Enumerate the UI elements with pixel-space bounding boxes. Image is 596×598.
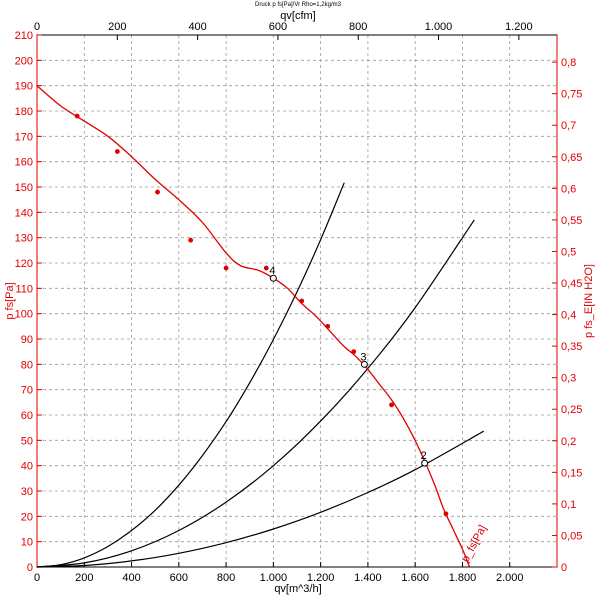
y-left-tick-label: 0 [27,562,33,574]
x-axis-bottom-title: qv[m^3/h] [274,583,321,595]
x-top-tick-label: 800 [349,21,367,33]
y-left-tick-label: 20 [21,511,33,523]
x-bottom-tick-label: 0 [34,572,40,584]
fan-curve-marker [223,265,229,271]
y-left-tick-label: 130 [15,233,33,245]
operating-point-label: 4 [269,265,275,277]
y-left-tick-label: 60 [21,410,33,422]
y-left-tick-label: 100 [15,309,33,321]
fan-curve-marker [351,349,357,355]
operating-point-label: 3 [360,351,366,363]
x-bottom-tick-label: 1.200 [307,572,335,584]
fan-curve-marker [114,149,120,154]
y-right-tick-label: 0,3 [561,373,576,385]
x-axis-top-title: qv[cfm] [280,10,315,22]
y-left-tick-label: 150 [15,182,33,194]
plot-frame [36,34,558,568]
y-left-tick-label: 190 [15,81,33,93]
curves: p_fs[Pa] 2 3 4 [36,85,490,568]
fan-curve-marker [263,265,269,271]
y-right-tick-label: 0,05 [561,530,582,542]
y-right-tick-label: 0,8 [561,57,576,69]
x-top-tick-label: 600 [269,21,287,33]
y-right-tick-label: 0,25 [561,404,582,416]
y-right-tick-label: 0,5 [561,246,576,258]
fan-curve-line [36,85,471,568]
y-left-tick-label: 170 [15,131,33,143]
y-left-tick-label: 210 [15,30,33,42]
x-bottom-tick-label: 1.400 [354,572,382,584]
y-left-tick-label: 10 [21,537,33,549]
x-bottom-tick-label: 200 [75,572,93,584]
x-top-tick-label: 200 [108,21,126,33]
y-right-tick-label: 0,45 [561,278,582,290]
fan-curve-label: p_fs[Pa] [460,523,490,564]
fan-curve-marker [325,323,331,329]
axis-ticks [36,34,558,568]
fan-curve-marker [443,511,449,517]
fan-curve-marker [155,189,160,195]
y-left-tick-label: 140 [15,207,33,219]
x-bottom-tick-label: 800 [217,572,235,584]
y-left-tick-label: 110 [15,283,33,295]
y-left-tick-label: 90 [21,334,33,346]
x-top-tick-label: 1.000 [425,21,453,33]
fan-curve-marker [389,402,394,408]
grid-lines [37,35,557,567]
y-right-tick-label: 0,1 [561,499,576,511]
operating-point-marker [421,459,429,467]
y-left-tick-label: 200 [15,55,33,67]
x-bottom-tick-label: 400 [122,572,140,584]
y-left-tick-label: 40 [21,461,33,473]
fan-curve-marker [74,113,80,119]
operating-point-marker [269,274,277,282]
chart-header: Druck p fs[Pa]/Vr Rho=1,2kg/m3 [255,2,342,8]
y-right-tick-label: 0,7 [561,120,576,132]
x-bottom-tick-label: 1.800 [449,572,477,584]
operating-point-label: 2 [421,450,427,462]
y-right-tick-label: 0,35 [561,341,582,353]
system-curve [36,430,484,568]
y-right-tick-label: 0,65 [561,152,582,164]
y-right-tick-label: 0,6 [561,183,576,195]
y-right-tick-label: 0,4 [561,310,576,322]
y-left-tick-label: 80 [21,359,33,371]
operating-point-marker [360,360,368,368]
y-right-tick-label: 0,15 [561,467,582,479]
x-bottom-tick-label: 1.600 [401,572,429,584]
fan-curve-marker [188,237,194,243]
y-axis-left-title: p fs[Pa] [4,282,16,319]
fan-curve-marker [299,298,305,304]
x-top-tick-label: 1.200 [505,21,533,33]
y-left-tick-label: 180 [15,106,33,118]
y-right-tick-label: 0 [561,562,567,574]
y-right-tick-label: 0,55 [561,215,582,227]
y-left-tick-label: 50 [21,435,33,447]
y-right-tick-label: 0,75 [561,89,582,101]
y-right-tick-label: 0,2 [561,436,576,448]
y-axis-right-title: p fs_E[IN H2O] [583,264,595,338]
x-bottom-tick-label: 600 [170,572,188,584]
y-left-tick-label: 120 [15,258,33,270]
y-left-tick-label: 30 [21,486,33,498]
x-bottom-tick-label: 1.000 [260,572,288,584]
x-top-tick-label: 400 [188,21,206,33]
y-left-tick-label: 160 [15,157,33,169]
tick-labels: 0 200 400 600 800 1.000 1.200 1.400 1.600 1.800 2.… [15,21,583,584]
x-bottom-tick-label: 2.000 [496,572,524,584]
system-curve [36,219,475,568]
x-top-tick-label: 0 [34,21,40,33]
y-left-tick-label: 70 [21,385,33,397]
